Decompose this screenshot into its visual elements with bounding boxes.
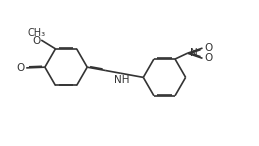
Text: CH₃: CH₃ bbox=[27, 28, 46, 38]
Text: O: O bbox=[16, 63, 25, 73]
Text: O: O bbox=[32, 36, 41, 46]
Text: N: N bbox=[190, 48, 198, 58]
Text: O: O bbox=[204, 53, 212, 63]
Text: O: O bbox=[204, 43, 212, 53]
Text: NH: NH bbox=[114, 75, 130, 85]
